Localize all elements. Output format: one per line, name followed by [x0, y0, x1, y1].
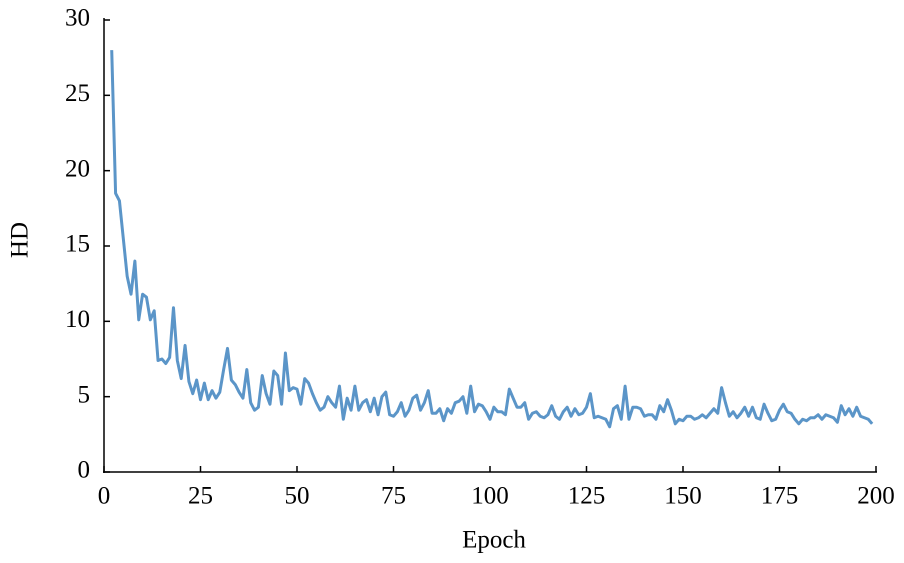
y-axis-label: HD	[7, 222, 34, 258]
y-tick-label: 20	[65, 155, 90, 182]
x-tick-label: 25	[188, 483, 213, 510]
y-tick-label: 0	[78, 457, 91, 484]
data-line	[110, 50, 874, 429]
y-tick-label: 5	[78, 381, 91, 408]
y-tick-label: 30	[65, 5, 90, 32]
x-tick-label: 200	[857, 483, 895, 510]
x-tick-label: 75	[381, 483, 406, 510]
x-tick-label: 175	[761, 483, 799, 510]
x-tick-label: 125	[568, 483, 606, 510]
x-tick-label: 150	[664, 483, 702, 510]
x-tick-label: 0	[98, 483, 111, 510]
y-tick-label: 25	[65, 80, 90, 107]
x-tick-label: 50	[285, 483, 310, 510]
y-tick-label: 15	[65, 231, 90, 258]
x-axis-label: Epoch	[462, 527, 526, 554]
y-tick-label: 10	[65, 306, 90, 333]
x-tick-label: 100	[471, 483, 509, 510]
